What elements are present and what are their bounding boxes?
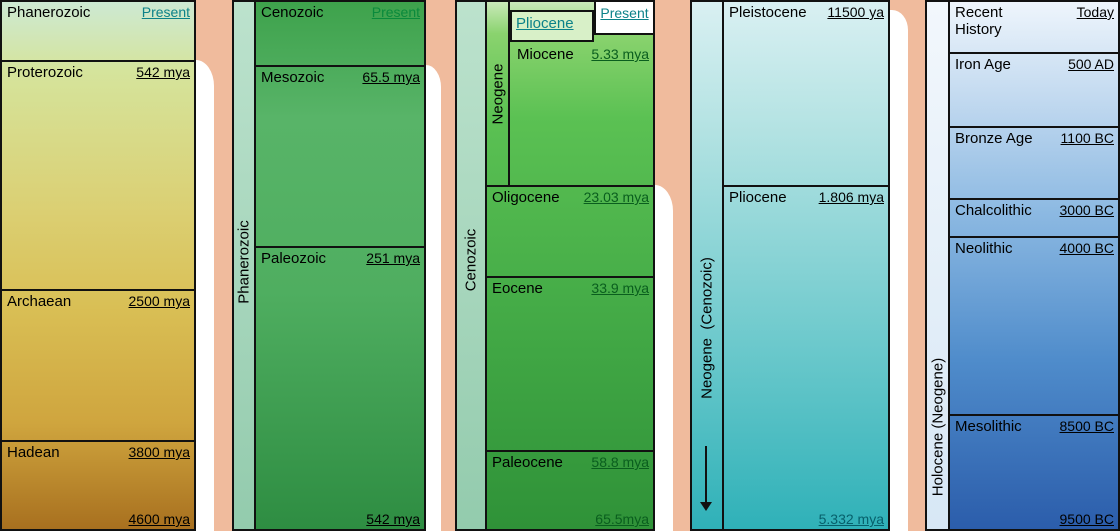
time-arrow-head-icon <box>700 502 712 511</box>
timeline-holocene: Holocene (Neogene) Recent History Today … <box>925 0 1120 531</box>
timeline-neogene: Neogene (Cenozoic) Pleistocene 11500 ya … <box>690 0 890 531</box>
date-link-3800mya[interactable]: 3800 mya <box>128 444 190 460</box>
section-label: Oligocene <box>492 189 560 206</box>
section-archaean: Archaean 2500 mya <box>2 289 194 310</box>
neogene-cenozoic-strip-label: Neogene (Cenozoic) <box>698 257 716 399</box>
section-mesolithic: Mesolithic 8500 BC <box>950 414 1118 435</box>
section-label: Pliocene <box>729 189 787 206</box>
section-eocene: Eocene 33.9 mya <box>487 276 653 297</box>
date-link-9500bc[interactable]: 9500 BC <box>1059 511 1114 527</box>
neogene-strip-label: Neogene <box>489 63 506 125</box>
neogene-cenozoic-strip: Neogene (Cenozoic) <box>692 2 724 529</box>
section-proterozoic: Proterozoic 542 mya <box>2 60 194 81</box>
date-link-65-5mya[interactable]: 65.5mya <box>595 511 649 527</box>
section-recent-history: Recent History Today <box>950 2 1118 38</box>
section-neolithic: Neolithic 4000 BC <box>950 236 1118 257</box>
section-label: Phanerozoic <box>7 4 91 21</box>
section-label: Mesozoic <box>261 69 325 86</box>
timeline-phanerozoic: Phanerozoic Cenozoic Present Mesozoic 65… <box>232 0 426 531</box>
date-link-5-332mya[interactable]: 5.332 mya <box>818 511 884 527</box>
section-label: Bronze Age <box>955 130 1033 147</box>
section-label: Chalcolithic <box>955 202 1032 219</box>
section-label: Recent History <box>955 4 1003 38</box>
date-link-1-806mya[interactable]: 1.806 mya <box>818 189 884 205</box>
date-link-33-9mya[interactable]: 33.9 mya <box>591 280 649 296</box>
date-link-3000bc[interactable]: 3000 BC <box>1059 202 1114 218</box>
cenozoic-strip-label: Cenozoic <box>462 228 480 292</box>
section-chalcolithic: Chalcolithic 3000 BC <box>950 198 1118 219</box>
section-oligocene: Oligocene 23.03 mya <box>487 185 653 206</box>
date-link-present[interactable]: Present <box>600 5 649 21</box>
date-link-1100bc[interactable]: 1100 BC <box>1060 130 1114 146</box>
date-link-4000bc[interactable]: 4000 BC <box>1059 240 1114 256</box>
connector-mask-3 <box>655 185 673 531</box>
section-label: Eocene <box>492 280 543 297</box>
date-link-8500bc[interactable]: 8500 BC <box>1059 418 1114 434</box>
section-label: Miocene <box>517 46 574 63</box>
section-label: Iron Age <box>955 56 1011 73</box>
connector-mask-2 <box>426 65 441 531</box>
section-iron-age: Iron Age 500 AD <box>950 52 1118 73</box>
cenozoic-strip: Cenozoic <box>457 2 487 529</box>
section-phanerozoic: Phanerozoic Present <box>2 2 194 21</box>
connector-mask-4 <box>890 10 908 531</box>
date-link-11500ya[interactable]: 11500 ya <box>827 4 884 20</box>
date-link-542mya[interactable]: 542 mya <box>366 511 420 527</box>
date-link-2500mya[interactable]: 2500 mya <box>128 293 190 309</box>
holocene-strip-label: Holocene (Neogene) <box>929 357 946 497</box>
section-label: Paleozoic <box>261 250 327 267</box>
date-link-4600mya[interactable]: 4600 mya <box>128 511 190 527</box>
date-link-today[interactable]: Today <box>1076 4 1114 20</box>
date-link-65-5mya[interactable]: 65.5 mya <box>362 69 420 85</box>
section-label: Archaean <box>7 293 72 310</box>
section-label: Cenozoic <box>261 4 324 21</box>
cenozoic-body: Neogene Pliocene Present Miocene 5.33 my… <box>487 2 653 529</box>
timeline-eons: Phanerozoic Present Proterozoic 542 mya … <box>0 0 196 531</box>
section-label: Proterozoic <box>7 64 83 81</box>
date-link-present[interactable]: Present <box>141 4 190 20</box>
section-mesozoic: Mesozoic 65.5 mya <box>256 65 424 86</box>
section-pleistocene: Pleistocene 11500 ya <box>724 2 888 21</box>
section-pliocene: Pliocene 1.806 mya <box>724 185 888 206</box>
time-arrow-line <box>705 446 707 504</box>
date-link-500ad[interactable]: 500 AD <box>1068 56 1114 72</box>
date-link-58-8mya[interactable]: 58.8 mya <box>591 454 649 470</box>
phanerozoic-body: Cenozoic Present Mesozoic 65.5 mya Paleo… <box>256 2 424 529</box>
connector-mask-1 <box>196 60 214 531</box>
section-bronze-age: Bronze Age 1100 BC <box>950 126 1118 147</box>
phanerozoic-strip: Phanerozoic <box>234 2 256 529</box>
section-label: Neolithic <box>955 240 1013 257</box>
section-label: Paleocene <box>492 454 563 471</box>
date-link-251mya[interactable]: 251 mya <box>366 250 420 266</box>
date-link-present[interactable]: Present <box>371 4 420 20</box>
timeline-cenozoic: Cenozoic Neogene Pliocene Present Miocen… <box>455 0 655 531</box>
section-paleozoic: Paleozoic 251 mya <box>256 246 424 267</box>
present-box: Present <box>594 2 653 35</box>
section-label: Mesolithic <box>955 418 1022 435</box>
section-paleocene: Paleocene 58.8 mya <box>487 450 653 471</box>
date-link-542mya[interactable]: 542 mya <box>136 64 190 80</box>
section-label: Hadean <box>7 444 60 461</box>
pliocene-box: Pliocene <box>510 10 594 42</box>
holocene-body: Recent History Today Iron Age 500 AD Bro… <box>950 2 1118 529</box>
phanerozoic-strip-label: Phanerozoic <box>235 220 253 304</box>
section-miocene: Miocene 5.33 mya <box>512 44 653 63</box>
neogene-strip: Neogene <box>487 2 510 187</box>
neogene-body: Pleistocene 11500 ya Pliocene 1.806 mya … <box>724 2 888 529</box>
section-cenozoic: Cenozoic Present <box>256 2 424 21</box>
section-hadean: Hadean 3800 mya <box>2 440 194 461</box>
date-link-5-33mya[interactable]: 5.33 mya <box>591 46 649 62</box>
holocene-strip: Holocene (Neogene) <box>927 2 950 529</box>
date-link-23-03mya[interactable]: 23.03 mya <box>583 189 649 205</box>
pliocene-link[interactable]: Pliocene <box>516 15 574 32</box>
section-label: Pleistocene <box>729 4 807 21</box>
